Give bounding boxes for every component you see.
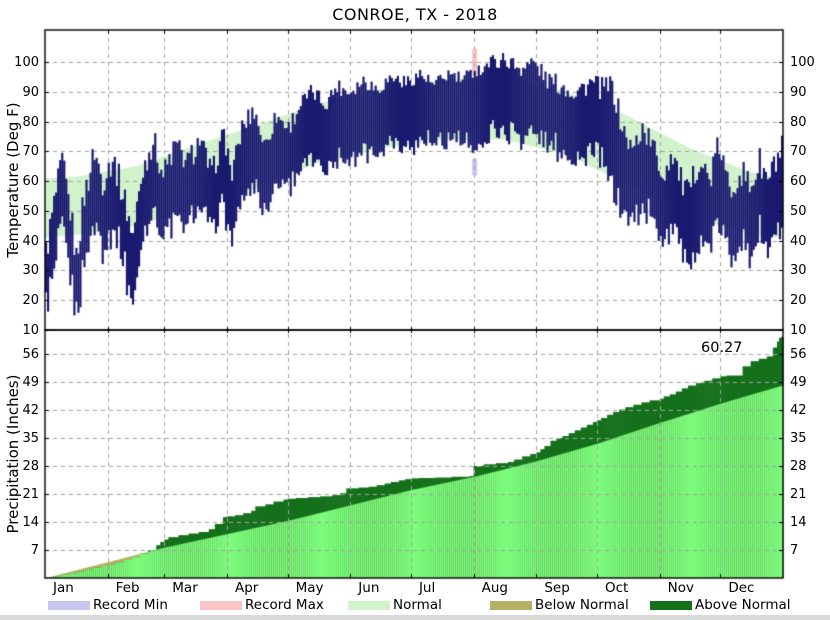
legend-label: Below Normal [535,597,629,613]
legend-item-normal: Normal [348,597,442,614]
record-max-swatch-icon [200,601,242,610]
legend-label: Record Max [245,597,324,613]
below-normal-swatch-icon [490,601,532,610]
temp-ytick-right-50: 50 [790,204,807,219]
x-tick-label-may: May [295,580,324,596]
temp-ytick-right-10: 10 [790,323,807,338]
temp-ytick-left-100: 100 [14,55,39,70]
legend-item-below-normal: Below Normal [490,597,629,614]
temp-ytick-right-70: 70 [790,144,807,159]
legend: Record Min Record Max Normal Below Norma… [0,597,830,614]
x-tick-label-dec: Dec [728,580,755,596]
legend-item-record-min: Record Min [48,597,168,614]
above-normal-swatch-icon [650,601,692,610]
precip-ytick-right-42: 42 [790,403,807,418]
temp-ytick-left-40: 40 [22,234,39,249]
record-min-swatch-icon [48,601,90,610]
x-tick-label-jul: Jul [418,580,436,596]
legend-item-record-max: Record Max [200,597,324,614]
temp-ytick-right-100: 100 [790,55,815,70]
window-bottom-strip [0,615,830,620]
temp-ytick-right-60: 60 [790,174,807,189]
legend-item-above-normal: Above Normal [650,597,791,614]
temp-ytick-left-90: 90 [22,85,39,100]
temp-ytick-left-10: 10 [22,323,39,338]
precip-ytick-right-14: 14 [790,515,807,530]
x-tick-label-oct: Oct [604,580,629,596]
precip-ytick-right-35: 35 [790,431,807,446]
x-tick-label-apr: Apr [234,580,259,596]
legend-label: Normal [393,597,442,613]
temp-ytick-right-20: 20 [790,293,807,308]
legend-label: Above Normal [695,597,791,613]
temp-ytick-right-40: 40 [790,234,807,249]
precip-ytick-right-7: 7 [790,543,799,558]
precip-ytick-left-42: 42 [22,403,39,418]
legend-label: Record Min [93,597,168,613]
x-tick-label-sep: Sep [544,580,570,596]
normal-swatch-icon [348,601,390,610]
x-tick-label-jan: Jan [53,580,74,596]
precip-ytick-left-35: 35 [22,431,39,446]
precip-ytick-left-14: 14 [22,515,39,530]
year-total-annotation: 60.27 [701,340,743,356]
chart-title: CONROE, TX - 2018 [332,5,498,24]
precip-ytick-right-21: 21 [790,487,807,502]
temp-ytick-right-30: 30 [790,263,807,278]
precip-ytick-right-56: 56 [790,347,807,362]
x-tick-label-nov: Nov [667,580,695,596]
temp-ytick-left-60: 60 [22,174,39,189]
temp-ytick-right-80: 80 [790,115,807,130]
x-tick-label-feb: Feb [115,580,140,596]
precip-ytick-left-49: 49 [22,375,39,390]
precip-ytick-right-49: 49 [790,375,807,390]
temp-ytick-left-50: 50 [22,204,39,219]
temp-ytick-left-80: 80 [22,115,39,130]
temp-ytick-left-20: 20 [22,293,39,308]
x-tick-label-mar: Mar [172,580,198,596]
precipitation-axis-title: Precipitation (Inches) [4,374,22,534]
temp-ytick-left-70: 70 [22,144,39,159]
precip-ytick-left-7: 7 [30,543,39,558]
precip-ytick-left-28: 28 [22,459,39,474]
precip-ytick-left-56: 56 [22,347,39,362]
temp-ytick-left-30: 30 [22,263,39,278]
temp-ytick-right-90: 90 [790,85,807,100]
x-tick-label-aug: Aug [481,580,509,596]
precip-ytick-left-21: 21 [22,487,39,502]
x-tick-label-jun: Jun [358,580,380,596]
precip-ytick-right-28: 28 [790,459,807,474]
